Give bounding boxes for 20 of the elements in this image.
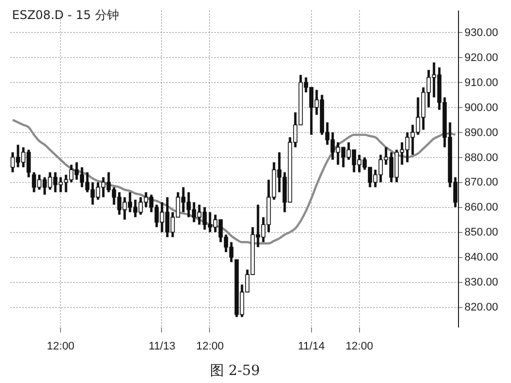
y-tick-label: 840.00 [464,252,498,264]
x-tick-label: 12:00 [346,340,374,352]
y-tick-label: 850.00 [464,226,498,239]
y-tick-label: 880.00 [464,152,498,164]
y-tick-label: 860.00 [464,202,498,214]
y-tick-label: 870.00 [464,176,498,189]
y-tick-label: 820.00 [464,302,498,314]
x-tick-label: 11/13 [148,340,176,352]
y-tick-label: 830.00 [464,276,498,289]
line-series [12,118,456,244]
chart-title: ESZ08.D - 15 分钟 [12,8,119,22]
x-tick-label: 12:00 [196,340,224,352]
y-tick-label: 900.00 [464,102,498,114]
y-tick-label: 920.00 [464,52,498,64]
caption: 图 2-59 [209,362,261,380]
y-tick-label: 890.00 [464,126,498,139]
x-tick-label: 11/14 [298,340,325,352]
y-tick-label: 910.00 [464,76,498,89]
y-tick-label: 930.00 [464,26,498,39]
x-tick-label: 12:00 [46,340,74,352]
